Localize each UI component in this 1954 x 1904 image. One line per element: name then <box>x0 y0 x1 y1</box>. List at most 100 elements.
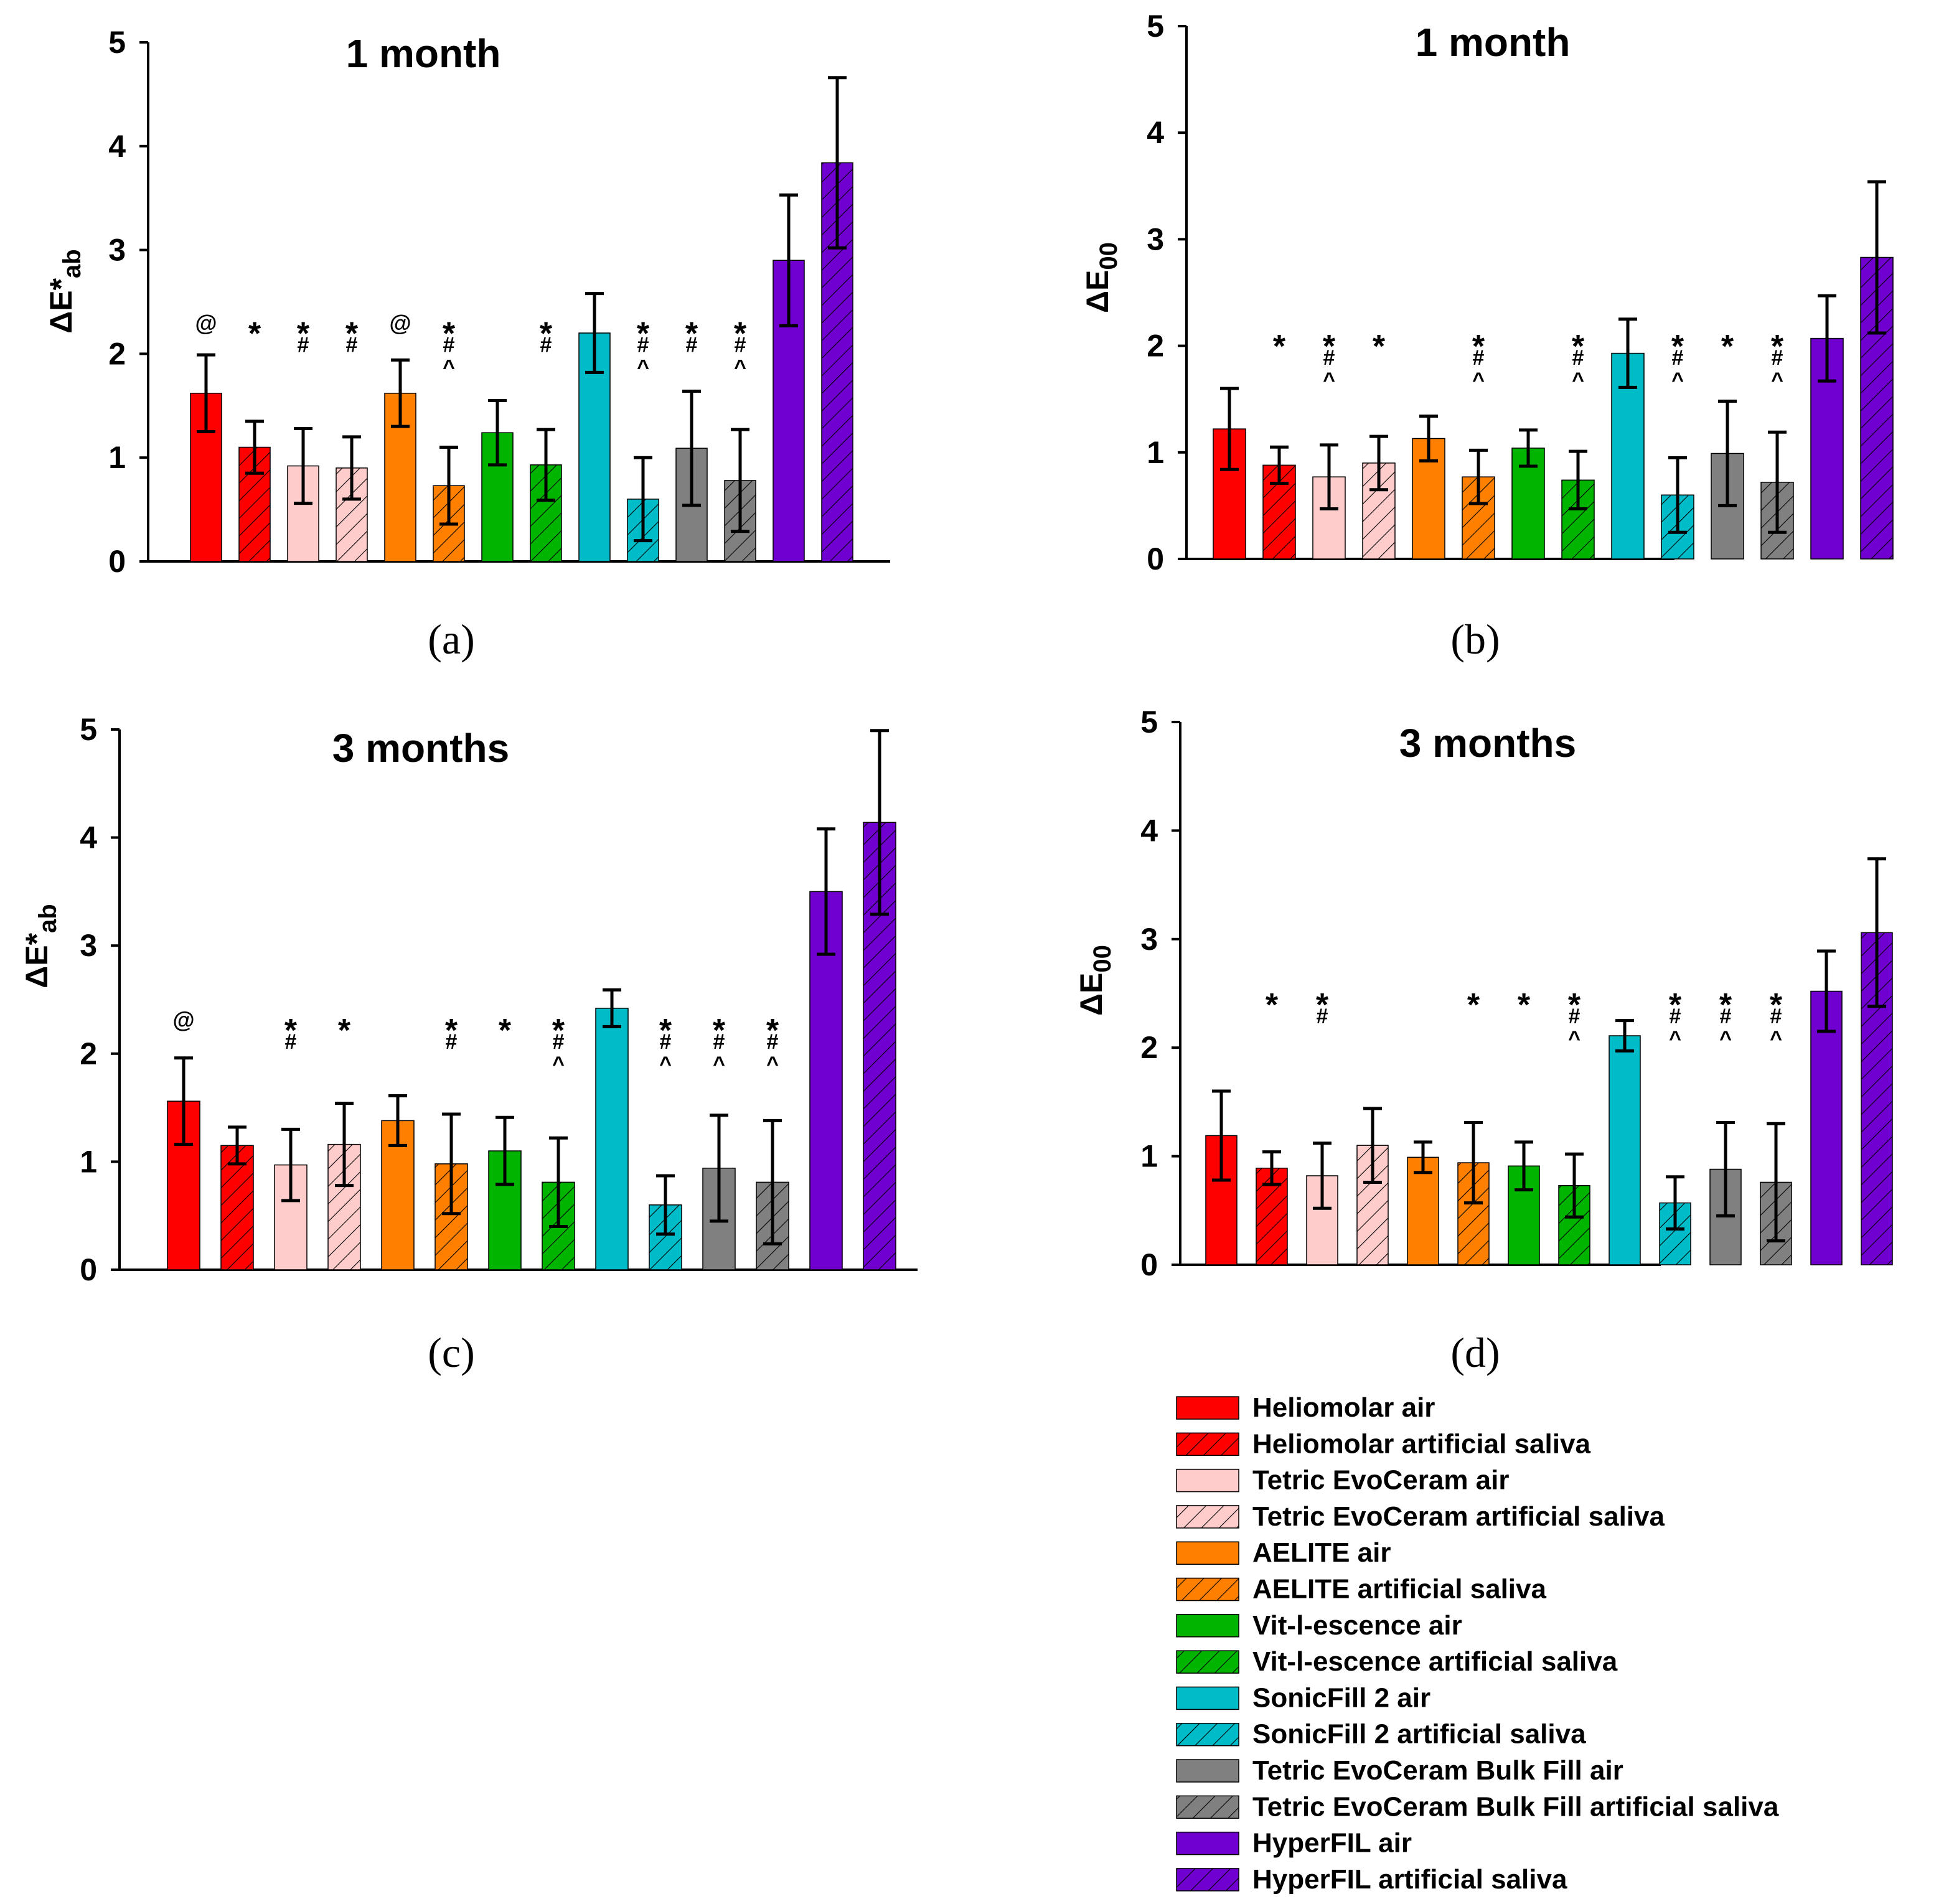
error-bar <box>245 420 264 475</box>
chart-title: 1 month <box>1416 20 1571 65</box>
panel-label: (c) <box>428 1329 474 1376</box>
significance-mark: * <box>713 1013 726 1049</box>
legend-swatch <box>1176 1831 1239 1855</box>
significance-mark: ^ <box>1770 1027 1782 1051</box>
chart-title: 3 months <box>1399 721 1576 766</box>
significance-mark: ^ <box>1572 368 1584 392</box>
legend-swatch <box>1176 1432 1239 1456</box>
y-tick-label: 0 <box>80 1252 97 1287</box>
significance-mark: # <box>443 334 455 357</box>
significance-mark: ^ <box>766 1053 779 1076</box>
significance-mark: # <box>446 1030 458 1054</box>
error-bar <box>817 827 835 956</box>
y-tick-label: 0 <box>1147 542 1164 576</box>
chart-title: 3 months <box>332 726 509 771</box>
legend-item: Vit-l-escence air <box>1176 1610 1462 1641</box>
significance-mark: # <box>1720 1005 1732 1028</box>
panel-label: (b) <box>1450 616 1500 663</box>
significance-mark: * <box>637 316 650 352</box>
significance-mark: * <box>248 316 261 352</box>
error-bar <box>870 729 889 916</box>
significance-mark: # <box>1670 1005 1681 1028</box>
error-bar <box>1569 449 1587 511</box>
error-bar <box>1369 434 1388 492</box>
significance-mark: # <box>1473 346 1485 370</box>
error-bar <box>1767 1122 1785 1243</box>
error-bar <box>439 446 458 526</box>
legend-label: Tetric EvoCeram Bulk Fill air <box>1252 1755 1623 1786</box>
significance-mark: ^ <box>734 356 746 380</box>
error-bar <box>1666 1175 1684 1231</box>
legend-label: Tetric EvoCeram artificial saliva <box>1252 1501 1665 1532</box>
y-tick-label: 5 <box>1140 705 1158 739</box>
chart-title: 1 month <box>346 31 501 76</box>
significance-mark: * <box>1273 329 1286 365</box>
error-bar <box>1469 448 1488 505</box>
panel-label: (d) <box>1450 1329 1500 1376</box>
error-bar <box>1220 387 1239 471</box>
significance-mark: ^ <box>1323 368 1335 392</box>
error-bar <box>1464 1121 1483 1205</box>
error-bar <box>1414 1140 1432 1175</box>
error-bar <box>1419 415 1438 462</box>
error-bar <box>682 389 701 507</box>
legend-item: Heliomolar artificial saliva <box>1176 1428 1590 1459</box>
significance-mark: # <box>285 1030 297 1054</box>
significance-mark: * <box>1373 329 1386 365</box>
significance-mark: * <box>297 316 310 352</box>
error-bar <box>1817 949 1836 1033</box>
y-tick-label: 4 <box>108 129 126 164</box>
legend-item: AELITE artificial saliva <box>1176 1574 1546 1605</box>
significance-mark: * <box>766 1013 779 1049</box>
error-bar <box>197 353 215 433</box>
error-bar <box>1363 1107 1382 1184</box>
error-bar <box>1565 1152 1584 1219</box>
legend-swatch <box>1176 1577 1239 1602</box>
significance-mark: # <box>553 1030 565 1054</box>
error-bar <box>1867 857 1886 1008</box>
significance-mark: # <box>1569 1005 1581 1028</box>
significance-mark: * <box>1719 987 1732 1023</box>
significance-mark: ^ <box>1771 368 1783 392</box>
error-bar <box>731 428 749 533</box>
legend-label: Tetric EvoCeram air <box>1252 1465 1509 1496</box>
error-bar <box>1270 445 1289 485</box>
significance-mark: ^ <box>659 1053 672 1076</box>
legend-swatch <box>1176 1686 1239 1710</box>
significance-mark: # <box>298 334 309 357</box>
significance-mark: # <box>767 1030 779 1054</box>
significance-mark: # <box>1317 1005 1328 1028</box>
legend-label: AELITE air <box>1252 1537 1391 1568</box>
legend-swatch <box>1176 1468 1239 1493</box>
error-bar <box>634 456 652 543</box>
significance-mark: ^ <box>1472 368 1485 392</box>
significance-mark: # <box>346 334 358 357</box>
significance-mark: * <box>1266 987 1279 1023</box>
error-bar <box>1716 1121 1735 1218</box>
legend-swatch <box>1176 1541 1239 1565</box>
legend-swatch <box>1176 1795 1239 1819</box>
legend-item: Tetric EvoCeram artificial saliva <box>1176 1501 1665 1532</box>
significance-mark: # <box>540 334 552 357</box>
y-tick-label: 2 <box>1147 329 1164 363</box>
error-bar <box>585 292 604 374</box>
legend-swatch <box>1176 1650 1239 1674</box>
significance-mark: # <box>1323 346 1335 370</box>
significance-mark: * <box>1770 987 1783 1023</box>
y-axis-label: ΔE00 <box>1080 242 1122 313</box>
significance-mark: * <box>1467 987 1480 1023</box>
significance-mark: @ <box>195 311 217 336</box>
significance-mark: @ <box>172 1007 194 1033</box>
legend-item: Tetric EvoCeram Bulk Fill air <box>1176 1755 1623 1786</box>
error-bar <box>1212 1089 1231 1182</box>
error-bar <box>1618 317 1637 389</box>
bar <box>220 1145 254 1270</box>
legend-item: Vit-l-escence artificial saliva <box>1176 1646 1618 1677</box>
significance-mark: ^ <box>637 356 649 380</box>
significance-mark: * <box>1518 987 1531 1023</box>
bar <box>1262 464 1296 560</box>
significance-mark: ^ <box>1669 1027 1681 1051</box>
